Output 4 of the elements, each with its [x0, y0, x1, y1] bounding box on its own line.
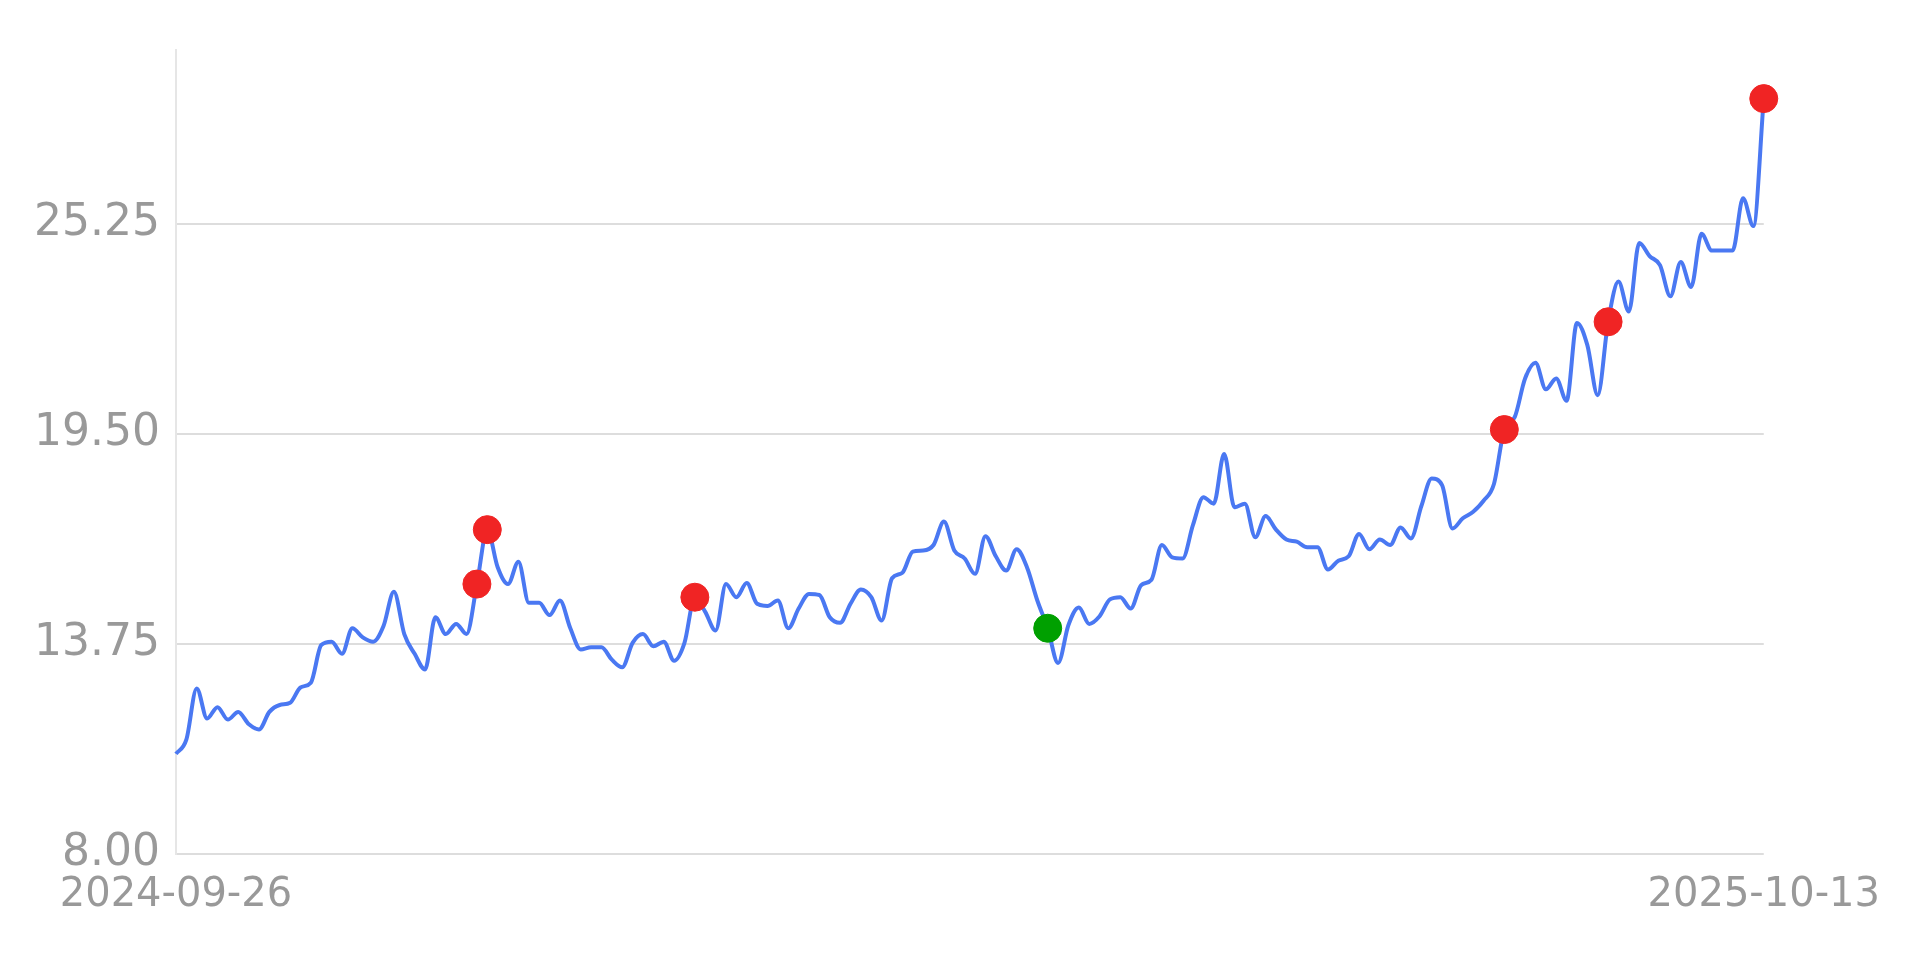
- y-tick-label: 25.25: [33, 194, 160, 246]
- x-tick-label: 2025-10-13: [1647, 869, 1880, 916]
- y-tick-label: 19.50: [33, 404, 160, 456]
- y-tick-label: 13.75: [33, 614, 160, 666]
